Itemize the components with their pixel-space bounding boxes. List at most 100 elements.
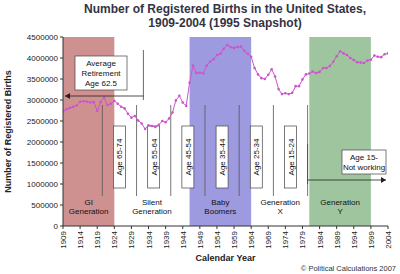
y-tick-label: 4500000 xyxy=(27,33,59,42)
series-point xyxy=(181,101,184,104)
callout-box xyxy=(342,150,386,174)
x-tick xyxy=(199,226,200,229)
generation-label-line: Baby xyxy=(211,198,229,207)
y-tick-label: 0 xyxy=(54,222,59,231)
series-point xyxy=(205,64,208,67)
series-point xyxy=(79,100,82,103)
series-point xyxy=(274,75,277,78)
callout-text: Age 15-Not working xyxy=(343,153,385,172)
y-tick-label: 500000 xyxy=(31,201,58,210)
x-tick xyxy=(302,226,303,229)
series-point xyxy=(332,60,335,63)
x-tick-label: 2004 xyxy=(384,230,393,248)
x-tick xyxy=(182,226,183,229)
callout-line-text: Average xyxy=(86,59,116,68)
series-point xyxy=(157,123,160,126)
y-tick xyxy=(60,163,63,164)
x-tick-label: 1979 xyxy=(298,230,307,248)
x-tick-label: 1974 xyxy=(281,230,290,248)
series-point xyxy=(110,102,113,105)
series-point xyxy=(134,115,137,118)
series-point xyxy=(318,71,321,74)
page: {"chart_data": { "type": "line", "title"… xyxy=(0,0,400,274)
x-axis-label: Calendar Year xyxy=(196,253,256,263)
background xyxy=(0,0,400,274)
x-tick-label: 1909 xyxy=(59,230,68,248)
series-point xyxy=(123,107,126,110)
callout-arrowhead xyxy=(381,177,386,183)
x-tick-label: 1984 xyxy=(316,230,325,248)
series-point xyxy=(240,45,243,48)
series-point xyxy=(195,72,198,75)
series-point xyxy=(140,122,143,125)
series-point xyxy=(226,44,229,47)
generation-label: GenerationX xyxy=(260,198,300,216)
age-divider xyxy=(273,105,274,196)
series-point xyxy=(284,92,287,95)
source: © Political Calculations 2007 xyxy=(301,264,396,273)
generation-label-line: Generation xyxy=(69,207,109,216)
age-label: Age 15-24 xyxy=(285,126,297,188)
series-point xyxy=(188,81,191,84)
age-box xyxy=(113,126,125,188)
x-tick xyxy=(268,226,269,229)
x-tick xyxy=(131,226,132,229)
series-point xyxy=(185,105,188,108)
title-line: 1909-2004 (1995 Snapshot) xyxy=(148,16,301,30)
series-point xyxy=(72,105,75,108)
x-tick-label: 1954 xyxy=(213,230,222,248)
y-tick xyxy=(60,100,63,101)
series-point xyxy=(222,47,225,50)
callout-box xyxy=(75,56,127,90)
callout-arrow xyxy=(308,180,386,181)
series-point xyxy=(137,119,140,122)
generation-label: SilentGeneration xyxy=(132,198,172,216)
generation-label: GenerationY xyxy=(320,198,360,216)
y-tick xyxy=(60,184,63,185)
series-point xyxy=(99,101,102,104)
x-tick xyxy=(216,226,217,229)
generation-label: GIGeneration xyxy=(69,198,109,216)
series-point xyxy=(202,72,205,75)
series-point xyxy=(287,93,290,96)
series-point xyxy=(147,124,150,127)
generation-label-line: Generation xyxy=(320,198,360,207)
series-point xyxy=(106,104,109,107)
generation-label-line: Boomers xyxy=(204,207,236,216)
x-tick xyxy=(251,226,252,229)
generation-label: BabyBoomers xyxy=(204,198,236,216)
age-box xyxy=(216,126,228,188)
generation-labels: GIGeneration SilentGeneration BabyBoomers G… xyxy=(69,198,360,216)
series-point xyxy=(168,117,171,120)
series-point xyxy=(154,126,157,129)
x-tick xyxy=(148,226,149,229)
series-point xyxy=(366,59,369,62)
series-point xyxy=(75,104,78,107)
series-point xyxy=(267,74,270,77)
series-point xyxy=(294,85,297,88)
x-tick xyxy=(353,226,354,229)
x-tick-label: 1964 xyxy=(247,230,256,248)
y-tick-label: 1000000 xyxy=(27,180,59,189)
series-point xyxy=(325,67,328,70)
series-point xyxy=(346,54,349,57)
series-point xyxy=(199,71,202,74)
age-divider xyxy=(102,105,103,196)
series-point xyxy=(89,101,92,104)
age-divider xyxy=(307,105,308,196)
series-point xyxy=(322,67,325,70)
age-text: Age 25-34 xyxy=(252,138,261,175)
series-point xyxy=(315,72,318,75)
age-label: Age 55-64 xyxy=(148,126,160,188)
series-point xyxy=(370,58,373,61)
series-point xyxy=(250,55,253,58)
y-tick-label: 2500000 xyxy=(27,117,59,126)
series-point xyxy=(164,121,167,124)
x-tick xyxy=(388,226,389,229)
series-point xyxy=(329,65,332,68)
series-point xyxy=(233,47,236,50)
series-point xyxy=(373,54,376,57)
series-point xyxy=(120,105,123,108)
x-tick xyxy=(97,226,98,229)
series-point xyxy=(65,108,68,111)
